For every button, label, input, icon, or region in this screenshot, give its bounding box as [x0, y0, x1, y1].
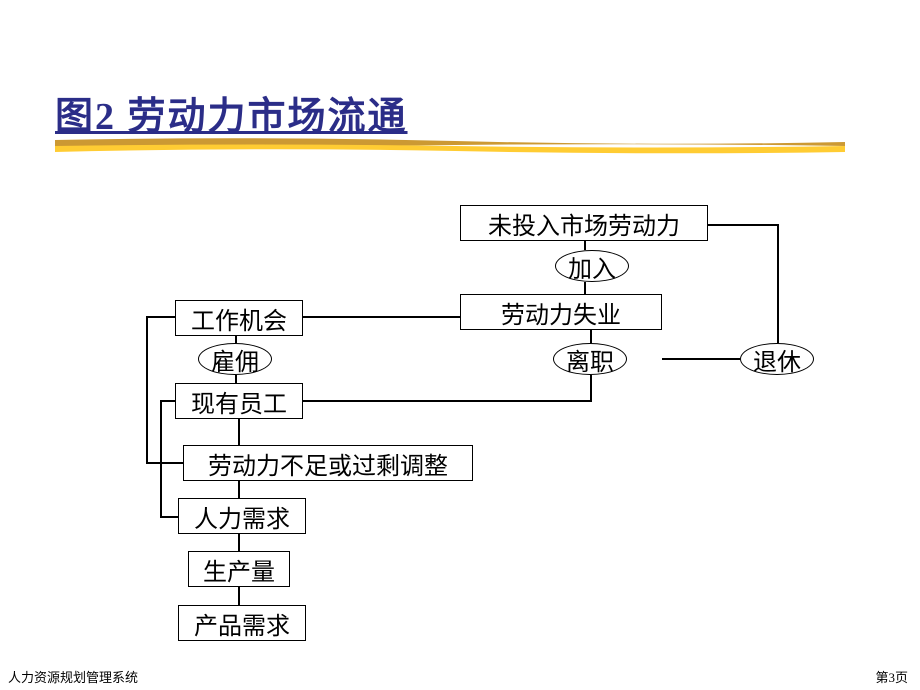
connector-line	[146, 316, 175, 318]
footer-left: 人力资源规划管理系统	[8, 667, 138, 686]
title-decoration	[55, 138, 845, 154]
node-n9: 劳动力不足或过剩调整	[183, 445, 473, 481]
slide-title: 图2 劳动力市场流通	[55, 85, 408, 140]
node-n5: 雇佣	[198, 343, 272, 375]
connector-line	[146, 462, 183, 464]
connector-line	[584, 282, 586, 294]
node-n1: 未投入市场劳动力	[460, 205, 708, 241]
node-n10: 人力需求	[178, 498, 306, 534]
node-n7: 退休	[740, 343, 814, 375]
connector-line	[303, 316, 460, 318]
node-n12: 产品需求	[178, 605, 306, 641]
connector-line	[590, 375, 592, 402]
connector-line	[708, 224, 778, 226]
node-n2: 加入	[555, 250, 629, 282]
connector-line	[160, 516, 178, 518]
footer-right: 第3页	[875, 667, 908, 686]
connector-line	[238, 587, 240, 605]
connector-line	[238, 534, 240, 551]
connector-line	[777, 224, 779, 343]
node-n3: 工作机会	[175, 300, 303, 336]
connector-line	[160, 400, 162, 516]
node-n6: 离职	[553, 343, 627, 375]
node-n11: 生产量	[188, 551, 290, 587]
connector-line	[146, 316, 148, 462]
connector-line	[303, 400, 591, 402]
connector-line	[662, 358, 740, 360]
connector-line	[160, 400, 175, 402]
connector-line	[238, 481, 240, 498]
node-n4: 劳动力失业	[460, 294, 662, 330]
node-n8: 现有员工	[175, 383, 303, 419]
connector-line	[238, 419, 240, 445]
